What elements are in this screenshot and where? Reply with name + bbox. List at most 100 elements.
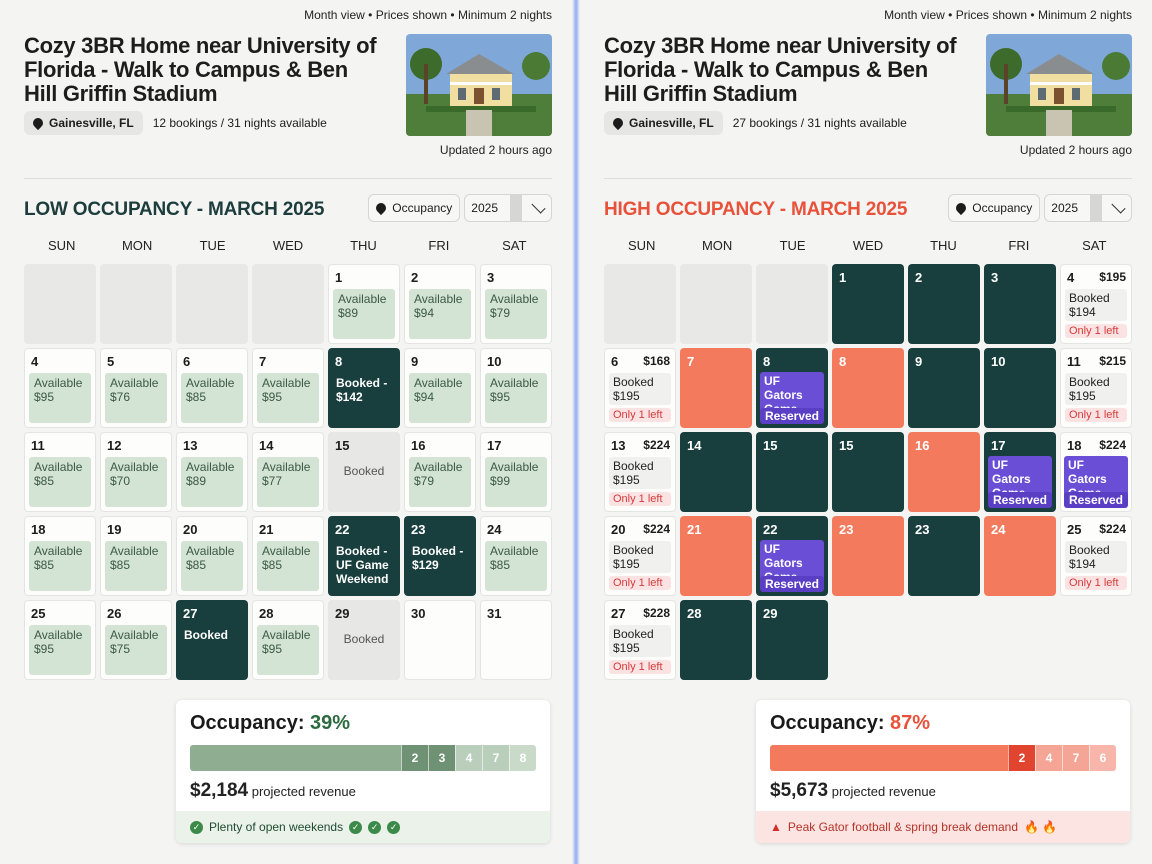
location-chip[interactable]: Gainesville, FL	[24, 111, 143, 135]
calendar-day-11[interactable]: 11 $215 Booked $195 Only 1 left	[1060, 348, 1132, 428]
availability-box: Available $85	[181, 541, 243, 591]
calendar-day-27[interactable]: 27 $228 Booked $195 Only 1 left	[604, 600, 676, 680]
weekday-header: SUN MON TUE WED THU FRI SAT	[24, 238, 552, 253]
reserved-badge: Reserved	[1064, 492, 1128, 508]
calendar-day-11[interactable]: 11 Available $85	[24, 432, 96, 512]
occupancy-heading: Occupancy: 87%	[770, 712, 931, 734]
availability-box: Available $85	[29, 541, 91, 591]
nightly-price: $79	[490, 306, 511, 320]
availability-box: Available $77	[257, 457, 319, 507]
house-photo[interactable]	[406, 34, 552, 136]
booking-label: Booked	[1069, 291, 1110, 305]
calendar-day-15[interactable]: 15	[756, 432, 828, 512]
calendar-day-14[interactable]: 14 Available $77	[252, 432, 324, 512]
calendar-empty-cell	[680, 264, 752, 344]
nightly-price: $224	[1099, 438, 1126, 452]
calendar-day-29[interactable]: 29 Booked	[328, 600, 400, 680]
calendar-day-17[interactable]: 17 Available $99	[480, 432, 552, 512]
calendar-day-15[interactable]: 15	[832, 432, 904, 512]
calendar-day-3[interactable]: 3	[984, 264, 1056, 344]
calendar-day-31[interactable]: 31	[480, 600, 552, 680]
calendar-controls: Occupancy 2025	[368, 194, 552, 222]
day-number: 27	[611, 606, 626, 621]
calendar-day-15[interactable]: 15 Booked	[328, 432, 400, 512]
day-number: 8	[763, 354, 771, 369]
calendar-day-29[interactable]: 29	[756, 600, 828, 680]
house-photo[interactable]	[986, 34, 1132, 136]
calendar-day-30[interactable]: 30	[404, 600, 476, 680]
calendar-day-10[interactable]: 10 Available $95	[480, 348, 552, 428]
calendar-day-28[interactable]: 28 Available $95	[252, 600, 324, 680]
year-select[interactable]: 2025	[464, 194, 552, 222]
calendar-day-14[interactable]: 14	[680, 432, 752, 512]
calendar-day-16[interactable]: 16	[908, 432, 980, 512]
booking-price: $194	[1069, 305, 1096, 319]
calendar-day-7[interactable]: 7	[680, 348, 752, 428]
calendar-day-21[interactable]: 21	[680, 516, 752, 596]
calendar-day-6[interactable]: 6 Available $85	[176, 348, 248, 428]
calendar-day-20[interactable]: 20 Available $85	[176, 516, 248, 596]
day-number: 25	[1067, 522, 1082, 537]
calendar-day-22[interactable]: 22 Booked - UF Game Weekend	[328, 516, 400, 596]
calendar-day-13[interactable]: 13 $224 Booked $195 Only 1 left	[604, 432, 676, 512]
calendar-day-9[interactable]: 9	[908, 348, 980, 428]
calendar-day-1[interactable]: 1	[832, 264, 904, 344]
availability-label: Available	[490, 544, 539, 558]
year-select[interactable]: 2025	[1044, 194, 1132, 222]
day-number: 9	[915, 354, 923, 369]
calendar-day-5[interactable]: 5 Available $76	[100, 348, 172, 428]
reserved-badge: Reserved	[988, 492, 1052, 508]
calendar-day-9[interactable]: 9 Available $94	[404, 348, 476, 428]
calendar-day-28[interactable]: 28	[680, 600, 752, 680]
calendar-day-2[interactable]: 2 Available $94	[404, 264, 476, 344]
calendar-day-6[interactable]: 6 $168 Booked $195 Only 1 left	[604, 348, 676, 428]
calendar-day-21[interactable]: 21 Available $85	[252, 516, 324, 596]
calendar-day-4[interactable]: 4 Available $95	[24, 348, 96, 428]
occupancy-heading: Occupancy: 39%	[190, 712, 351, 734]
calendar-day-23[interactable]: 23	[832, 516, 904, 596]
nightly-price: $77	[262, 474, 283, 488]
day-number: 25	[31, 606, 46, 621]
nightly-price: $76	[110, 390, 131, 404]
calendar-day-12[interactable]: 12 Available $70	[100, 432, 172, 512]
calendar-day-24[interactable]: 24 Available $85	[480, 516, 552, 596]
calendar-day-16[interactable]: 16 Available $79	[404, 432, 476, 512]
calendar-day-4[interactable]: 4 $195 Booked $194 Only 1 left	[1060, 264, 1132, 344]
calendar-day-13[interactable]: 13 Available $89	[176, 432, 248, 512]
calendar-day-23[interactable]: 23	[908, 516, 980, 596]
day-number: 4	[31, 354, 39, 369]
calendar-day-27[interactable]: 27 Booked	[176, 600, 248, 680]
calendar-day-19[interactable]: 19 Available $85	[100, 516, 172, 596]
day-number: 30	[411, 606, 426, 621]
calendar-day-7[interactable]: 7 Available $95	[252, 348, 324, 428]
calendar-day-25[interactable]: 25 $224 Booked $194 Only 1 left	[1060, 516, 1132, 596]
calendar-day-10[interactable]: 10	[984, 348, 1056, 428]
calendar-day-18[interactable]: 18 Available $85	[24, 516, 96, 596]
calendar-day-25[interactable]: 25 Available $95	[24, 600, 96, 680]
occupancy-filter-button[interactable]: Occupancy	[368, 194, 461, 222]
calendar-day-8[interactable]: 8UF Gators GameReserved	[756, 348, 828, 428]
occupancy-filter-button[interactable]: Occupancy	[948, 194, 1041, 222]
calendar-day-20[interactable]: 20 $224 Booked $195 Only 1 left	[604, 516, 676, 596]
availability-box: Available $79	[409, 457, 471, 507]
availability-box: Available $89	[333, 289, 395, 339]
calendar-day-2[interactable]: 2	[908, 264, 980, 344]
calendar-day-24[interactable]: 24	[984, 516, 1056, 596]
location-chip[interactable]: Gainesville, FL	[604, 111, 723, 135]
booking-label: Booked	[1069, 375, 1110, 389]
calendar-day-1[interactable]: 1 Available $89	[328, 264, 400, 344]
calendar-day-8[interactable]: 8	[832, 348, 904, 428]
availability-label: Available	[110, 628, 159, 642]
weekday-label: WED	[852, 238, 884, 253]
day-number: 15	[839, 438, 854, 453]
calendar-day-26[interactable]: 26 Available $75	[100, 600, 172, 680]
calendar-day-3[interactable]: 3 Available $79	[480, 264, 552, 344]
calendar-day-23[interactable]: 23 Booked - $129	[404, 516, 476, 596]
availability-box: Available $94	[409, 289, 471, 339]
calendar-day-8[interactable]: 8 Booked - $142	[328, 348, 400, 428]
